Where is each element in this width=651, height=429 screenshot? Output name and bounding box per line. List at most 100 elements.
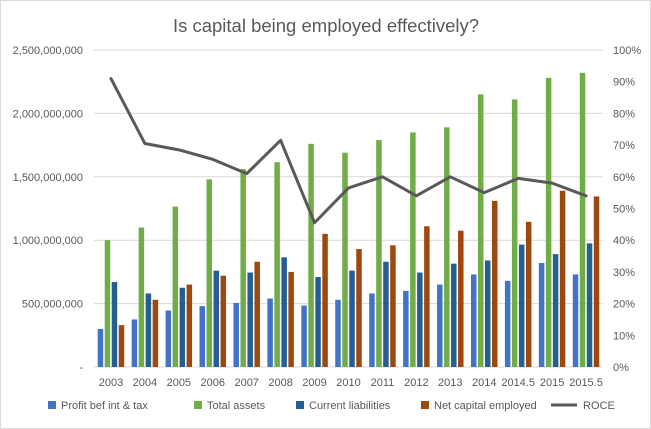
bar <box>335 299 341 367</box>
x-tick-label: 2013 <box>438 377 462 389</box>
bar <box>342 152 348 367</box>
legend-swatch <box>421 401 429 409</box>
y-right-tick-label: 70% <box>613 140 635 152</box>
bar <box>559 190 566 367</box>
bar <box>538 263 545 367</box>
legend-swatch <box>296 401 304 409</box>
bar <box>525 221 532 367</box>
bar <box>315 276 321 367</box>
legend-swatch <box>194 401 202 409</box>
x-tick-label: 2012 <box>404 377 428 389</box>
bar <box>444 127 450 368</box>
bar <box>511 99 518 368</box>
bar <box>518 244 525 367</box>
bar <box>470 274 477 367</box>
bar <box>145 293 152 367</box>
y-right-tick-label: 10% <box>613 330 635 342</box>
bar <box>288 271 294 367</box>
x-tick-label: 2015 <box>540 377 564 389</box>
bar <box>477 94 484 367</box>
bar <box>458 230 464 367</box>
y-right-tick-label: 60% <box>613 172 635 184</box>
y-right-tick-label: 100% <box>613 45 641 57</box>
y-left-tick-label: 2,500,000,000 <box>13 45 83 57</box>
bar <box>118 325 125 367</box>
x-tick-label: 2006 <box>201 377 225 389</box>
bar <box>491 200 498 367</box>
bar <box>199 306 206 367</box>
bar <box>247 272 253 367</box>
bar <box>179 287 186 367</box>
bar <box>186 284 193 367</box>
bar <box>390 245 396 367</box>
bar <box>437 284 443 367</box>
bar <box>572 274 579 367</box>
x-tick-label: 2015.5 <box>569 377 603 389</box>
x-tick-label: 2007 <box>234 377 258 389</box>
bar <box>267 298 273 367</box>
bar <box>369 293 375 367</box>
bar <box>233 302 239 367</box>
bar <box>451 263 457 367</box>
bar <box>111 282 118 367</box>
bar <box>131 319 138 367</box>
bar <box>424 226 430 367</box>
bar <box>138 227 145 367</box>
y-left-tick-label: 1,000,000,000 <box>13 235 83 247</box>
roce-line <box>109 77 588 225</box>
x-tick-label: 2004 <box>133 377 157 389</box>
y-right-tick-label: 50% <box>613 204 635 216</box>
y-right-tick-label: 0% <box>613 362 629 374</box>
bar <box>579 72 586 367</box>
bar <box>484 260 491 367</box>
y-right-tick-label: 30% <box>613 267 635 279</box>
legend-label: Net capital employed <box>434 400 537 412</box>
x-tick-label: 2011 <box>371 377 395 389</box>
x-tick-label: 2005 <box>167 377 191 389</box>
y-right-tick-label: 40% <box>613 235 635 247</box>
bar <box>593 196 600 367</box>
y-right-tick-label: 90% <box>613 77 635 89</box>
bar <box>376 140 382 367</box>
bar <box>97 328 104 367</box>
legend-label: Profit bef int & tax <box>61 400 148 412</box>
bar <box>410 132 416 367</box>
y-left-tick-label: - <box>79 362 83 374</box>
bar <box>349 270 355 367</box>
x-tick-label: 2008 <box>268 377 292 389</box>
x-tick-label: 2009 <box>302 377 326 389</box>
legend-label: ROCE <box>583 400 615 412</box>
bar <box>104 240 111 367</box>
x-tick-label: 2010 <box>336 377 360 389</box>
chart-title: Is capital being employed effectively? <box>173 15 479 36</box>
y-left-tick-label: 1,500,000,000 <box>13 172 83 184</box>
x-tick-label: 2014.5 <box>501 377 535 389</box>
bar <box>206 179 213 367</box>
bar <box>220 275 227 367</box>
bar <box>545 77 552 368</box>
bar <box>165 310 172 367</box>
bar <box>254 261 260 367</box>
legend-swatch <box>48 401 56 409</box>
bar <box>504 280 511 367</box>
bar <box>403 290 409 367</box>
bar <box>281 257 287 367</box>
bar <box>172 206 179 367</box>
legend-label: Current liabilities <box>309 400 391 412</box>
bar <box>301 305 307 367</box>
bar <box>152 299 159 367</box>
bar <box>274 162 280 367</box>
bar <box>213 270 220 367</box>
bar <box>417 272 423 367</box>
bar <box>308 143 314 367</box>
x-tick-label: 2003 <box>99 377 123 389</box>
bar <box>322 233 328 367</box>
bar <box>356 249 362 367</box>
y-left-tick-label: 2,000,000,000 <box>13 108 83 120</box>
y-right-tick-label: 80% <box>613 108 635 120</box>
y-left-tick-label: 500,000,000 <box>22 299 83 311</box>
x-tick-label: 2014 <box>472 377 496 389</box>
bar <box>586 243 593 367</box>
